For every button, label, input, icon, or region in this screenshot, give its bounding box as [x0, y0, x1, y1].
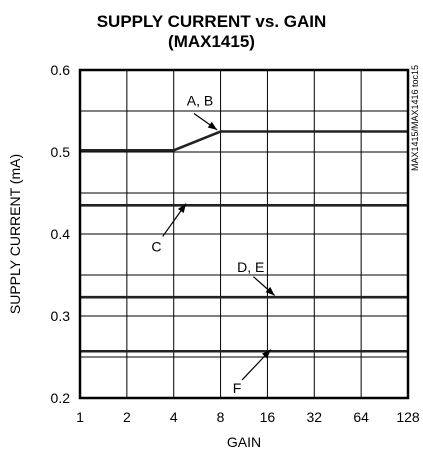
series-line	[80, 130, 408, 152]
x-tick-label: 8	[217, 409, 225, 425]
series-label: D, E	[237, 259, 264, 275]
x-tick-label: 128	[396, 409, 420, 425]
series-label: A, B	[187, 92, 213, 108]
grid	[80, 70, 408, 398]
x-tick-label: 2	[123, 409, 131, 425]
callout-arrowhead	[262, 349, 271, 359]
x-tick-label: 16	[260, 409, 276, 425]
y-tick-label: 0.4	[51, 226, 71, 242]
series-lines	[80, 130, 408, 353]
chart-title: SUPPLY CURRENT vs. GAIN	[96, 12, 327, 31]
x-tick-label: 1	[76, 409, 84, 425]
tick-labels: 1 2 4 8 16 32 64 128 0.2 0.3 0.4 0.5 0.6	[51, 62, 420, 425]
series-label: C	[151, 238, 161, 254]
y-axis-label: SUPPLY CURRENT (mA)	[7, 154, 23, 314]
chart-subtitle: (MAX1415)	[168, 32, 255, 51]
y-tick-label: 0.3	[51, 308, 71, 324]
plot-frame	[78, 68, 410, 400]
series-labels: A, B C D, E F	[151, 92, 276, 396]
y-tick-label: 0.5	[51, 144, 71, 160]
x-tick-label: 4	[170, 409, 178, 425]
callout-arrowhead	[207, 121, 218, 130]
callout-arrowhead	[177, 203, 187, 214]
callout-arrowhead	[265, 286, 275, 296]
series-label: F	[233, 380, 242, 396]
y-tick-label: 0.2	[51, 390, 71, 406]
x-tick-label: 64	[353, 409, 369, 425]
y-tick-label: 0.6	[51, 62, 71, 78]
x-axis-label: GAIN	[227, 434, 261, 450]
x-tick-label: 32	[306, 409, 322, 425]
watermark-text: MAX1415/MAX1416 toc15	[410, 65, 420, 171]
